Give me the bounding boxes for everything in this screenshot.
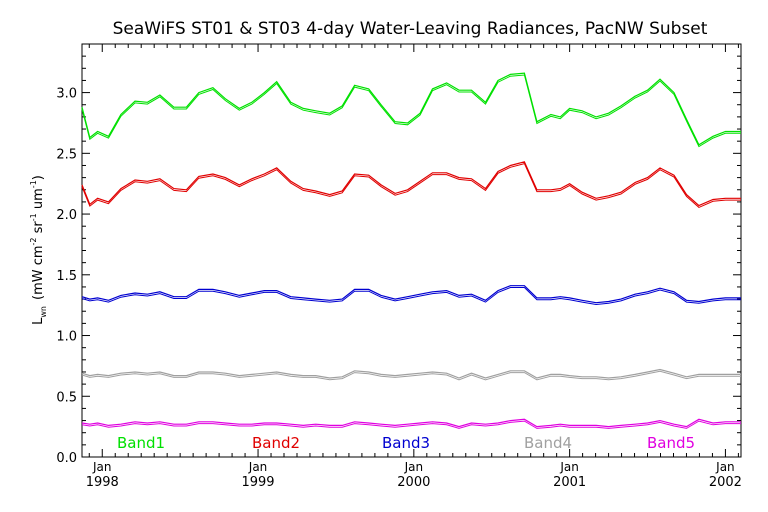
x-tick-year: 2001 <box>553 475 586 490</box>
x-tick-month: Jan <box>92 460 112 474</box>
x-tick-month: Jan <box>559 460 579 474</box>
series-line-band5 <box>81 418 741 428</box>
legend-label-band3: Band3 <box>382 434 430 452</box>
chart-title: SeaWiFS ST01 & ST03 4-day Water-Leaving … <box>113 19 708 39</box>
series-line-band5-trace2 <box>81 420 741 429</box>
y-tick-label: 3.0 <box>56 87 77 102</box>
series-line-band4 <box>81 368 741 379</box>
y-label-sub: wn <box>39 306 48 318</box>
y-label-exp1: -2 <box>29 237 38 245</box>
y-label-unit-um: um <box>31 188 46 213</box>
y-tick-label: 0.5 <box>56 390 77 405</box>
y-tick-label: 1.5 <box>56 269 77 284</box>
y-label-exp3: -1 <box>29 180 38 188</box>
x-tick-year: 1998 <box>86 475 119 490</box>
plot-frame <box>81 43 742 458</box>
y-label-exp2: -1 <box>29 213 38 221</box>
legend-label-band1: Band1 <box>117 434 165 452</box>
y-label-unit-close: ) <box>31 175 46 180</box>
x-tick-year: 2000 <box>397 475 430 490</box>
legend-label-band2: Band2 <box>252 434 300 452</box>
y-tick-label: 1.0 <box>56 330 77 345</box>
series-line-band2-trace2 <box>81 163 741 208</box>
y-tick-label: 0.0 <box>56 451 77 466</box>
series-line-band1-trace2 <box>81 74 741 148</box>
x-tick-year: 2002 <box>709 475 742 490</box>
series-line-band3 <box>81 285 741 304</box>
legend-label-band5: Band5 <box>647 434 695 452</box>
y-label-unit-open: (mW cm <box>31 245 46 300</box>
series-line-band1 <box>81 72 741 146</box>
x-tick-year: 1999 <box>241 475 274 490</box>
y-axis: 0.0 0.5 1.0 1.5 2.0 2.5 3.0 <box>56 55 741 466</box>
series-line-band4-trace2 <box>81 370 741 381</box>
y-label-base: L <box>31 317 46 325</box>
x-tick-month: Jan <box>404 460 424 474</box>
y-axis-label: Lwn(mW cm-2 sr-1 um-1) <box>29 175 48 325</box>
series-line-band2 <box>81 161 741 207</box>
y-tick-label: 2.0 <box>56 208 77 223</box>
x-tick-month: Jan <box>715 460 735 474</box>
legend-label-band4: Band4 <box>524 434 572 452</box>
series-lines <box>81 72 741 429</box>
legend: Band1 Band2 Band3 Band4 Band5 <box>117 434 695 452</box>
series-line-band3-trace2 <box>81 287 741 306</box>
y-label-unit-sr: sr <box>31 221 46 238</box>
y-tick-label: 2.5 <box>56 147 77 162</box>
x-tick-month: Jan <box>248 460 268 474</box>
